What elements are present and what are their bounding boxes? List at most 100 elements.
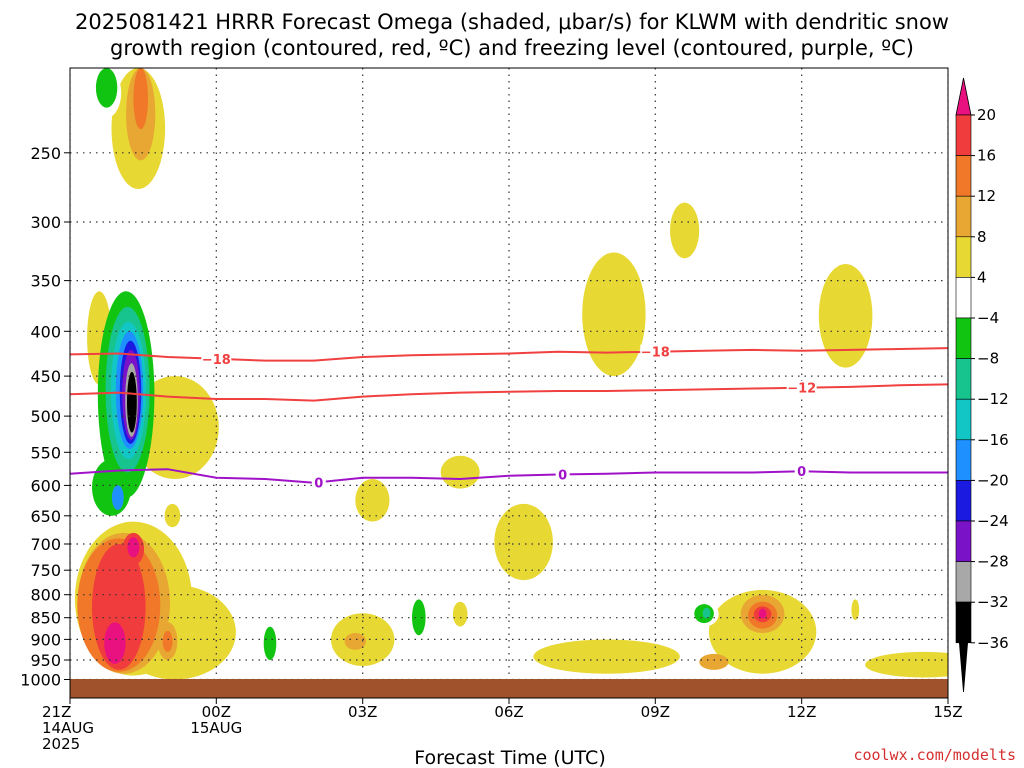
y-tick-label-350: 350	[30, 272, 61, 291]
omega-region-55	[126, 371, 137, 433]
omega-region-50	[104, 622, 126, 664]
temperature-contours: −18 −18 −12 0 0 0	[70, 344, 948, 491]
terrain-fill	[70, 679, 948, 698]
omega-region-35	[699, 653, 729, 670]
y-tick-label-800: 800	[30, 586, 61, 605]
y-tick-label-650: 650	[30, 507, 61, 526]
colorbar-label-11: −28	[977, 553, 1009, 571]
omega-region-24	[865, 651, 948, 678]
omega-shading	[74, 68, 948, 680]
colorbar-swatch-11	[955, 520, 972, 562]
chart-title-line-2: growth region (contoured, red, ºC) and f…	[110, 36, 914, 60]
contour-label--12-0: −12	[787, 382, 816, 397]
credit-text: coolwx.com/modelts	[853, 746, 1016, 764]
omega-region-21	[818, 264, 873, 368]
colorbar-label-8: −16	[977, 431, 1009, 449]
colorbar-label-4: 4	[977, 268, 987, 286]
omega-region-23	[897, 606, 911, 622]
omega-region-17	[670, 202, 700, 259]
colorbar-swatch-3	[955, 195, 972, 238]
x-tick-label-1-1: 15AUG	[190, 719, 242, 737]
y-tick-label-850: 850	[30, 609, 61, 628]
y-tick-label-950: 950	[30, 651, 61, 670]
contour-label-0-0: 0	[314, 476, 323, 491]
y-tick-label-750: 750	[30, 561, 61, 580]
omega-region-15	[494, 503, 553, 581]
x-tick-label-0-0: 21Z	[42, 703, 71, 721]
omega-region-4	[164, 503, 181, 528]
x-tick-label-1-0: 00Z	[202, 703, 231, 721]
contour-label-0-2: 0	[797, 465, 806, 480]
omega-region-13	[452, 601, 468, 627]
colorbar-label-12: −32	[977, 593, 1009, 611]
chart-title-line-1: 2025081421 HRRR Forecast Omega (shaded, …	[75, 10, 949, 34]
grid-lines	[70, 68, 948, 698]
colorbar-top-arrow	[955, 77, 972, 116]
colorbar-label-3: 8	[977, 228, 987, 246]
y-tick-label-900: 900	[30, 630, 61, 649]
y-tick-label-450: 450	[30, 367, 61, 386]
y-tick-label-550: 550	[30, 443, 61, 462]
colorbar-swatch-6	[955, 317, 972, 359]
colorbar-swatch-1	[955, 114, 972, 156]
omega-region-51	[758, 608, 767, 619]
colorbar-label-0: 20	[977, 106, 996, 124]
y-tick-label-700: 700	[30, 535, 61, 554]
x-tick-label-0-2: 2025	[42, 735, 80, 753]
colorbar-label-9: −20	[977, 471, 1009, 489]
colorbar-swatch-8	[955, 398, 972, 441]
colorbar: 20 16 12 8 4 −4 −8 −12 −16 −20 −24 −28 −32 −36	[955, 77, 1009, 693]
contour-label--18-1: −18	[641, 346, 670, 361]
y-axis: 250 300 350 400 450 500 550 600 650 700 750 800 850 9…	[20, 144, 70, 690]
colorbar-label-2: 12	[977, 187, 996, 205]
x-tick-label-6-0: 15Z	[933, 703, 962, 721]
contour-label-bg--18-0	[201, 351, 232, 366]
colorbar-swatch-2	[955, 155, 972, 197]
x-tick-label-0-1: 14AUG	[42, 719, 94, 737]
omega-region-12	[440, 455, 480, 489]
colorbar-swatch-10	[955, 480, 972, 522]
y-tick-label-300: 300	[30, 213, 61, 232]
y-tick-label-400: 400	[30, 322, 61, 341]
colorbar-swatch-9	[955, 439, 972, 481]
y-tick-label-250: 250	[30, 144, 61, 163]
colorbar-label-10: −24	[977, 512, 1009, 530]
omega-region-39	[162, 630, 173, 652]
contour-label-bg-0-1	[555, 467, 570, 482]
omega-region-49	[127, 537, 140, 558]
colorbar-swatch-12	[955, 561, 972, 603]
contour-label-bg-0-2	[794, 464, 809, 479]
omega-region-42	[702, 607, 711, 619]
omega-region-31	[263, 626, 277, 660]
colorbar-bottom-arrow	[955, 601, 972, 693]
omega-region-33	[412, 599, 426, 636]
omega-region-18	[533, 639, 680, 674]
omega-region-48	[111, 485, 124, 510]
omega-region-30	[95, 68, 118, 108]
x-tick-label-4-0: 09Z	[641, 703, 670, 721]
y-tick-label-600: 600	[30, 476, 61, 495]
contour-label-bg--18-1	[640, 344, 671, 359]
colorbar-label-1: 16	[977, 147, 996, 165]
colorbar-swatch-7	[955, 358, 972, 400]
contour-label-bg--12-0	[786, 380, 817, 395]
colorbar-swatch-5	[955, 277, 972, 319]
contour-label--18-0: −18	[202, 353, 231, 368]
x-tick-label-5-0: 12Z	[787, 703, 816, 721]
colorbar-label-5: −4	[977, 309, 999, 327]
colorbar-label-13: −36	[977, 634, 1009, 652]
y-tick-label-500: 500	[30, 407, 61, 426]
omega-region-22	[851, 599, 860, 620]
x-tick-label-2-0: 03Z	[348, 703, 377, 721]
plot-area: −18 −18 −12 0 0 0	[70, 68, 948, 698]
omega-region-16	[582, 252, 646, 377]
colorbar-label-6: −8	[977, 350, 999, 368]
colorbar-label-7: −12	[977, 390, 1009, 408]
contour-label-bg-0-0	[311, 475, 326, 490]
x-tick-label-3-0: 06Z	[494, 703, 523, 721]
contour-label-0-1: 0	[558, 468, 567, 483]
x-axis-label: Forecast Time (UTC)	[414, 747, 605, 768]
omega-region-40	[133, 68, 148, 130]
omega-region-32	[344, 633, 366, 650]
